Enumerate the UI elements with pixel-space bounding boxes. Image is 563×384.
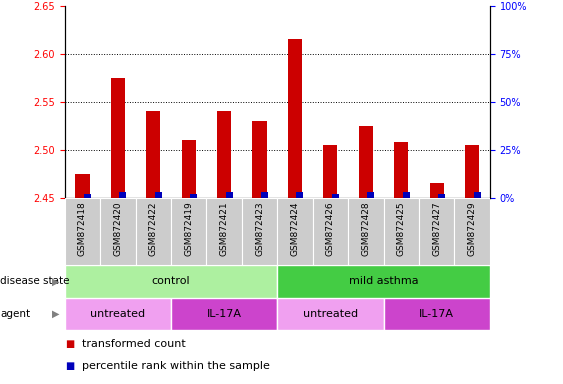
Bar [111, 78, 125, 198]
Bar [473, 192, 481, 198]
Text: GSM872421: GSM872421 [220, 201, 229, 256]
Text: GSM872425: GSM872425 [397, 201, 406, 256]
Bar [190, 194, 197, 198]
Bar [394, 142, 408, 198]
Bar [296, 192, 303, 198]
Text: GSM872423: GSM872423 [255, 201, 264, 256]
Text: percentile rank within the sample: percentile rank within the sample [82, 361, 270, 371]
Bar [171, 298, 278, 330]
Bar [430, 184, 444, 198]
Text: mild asthma: mild asthma [348, 276, 418, 286]
Bar [419, 198, 454, 265]
Text: GSM872422: GSM872422 [149, 201, 158, 256]
Bar [383, 298, 490, 330]
Bar [65, 298, 171, 330]
Text: GSM872427: GSM872427 [432, 201, 441, 256]
Bar [383, 198, 419, 265]
Bar [312, 198, 348, 265]
Bar [146, 111, 160, 198]
Bar [278, 298, 383, 330]
Bar [207, 198, 242, 265]
Bar [226, 192, 233, 198]
Bar [454, 198, 490, 265]
Text: GSM872428: GSM872428 [361, 201, 370, 256]
Bar [65, 198, 100, 265]
Bar [438, 194, 445, 198]
Text: untreated: untreated [90, 309, 145, 319]
Bar [332, 194, 339, 198]
Text: GSM872418: GSM872418 [78, 201, 87, 256]
Text: transformed count: transformed count [82, 339, 185, 349]
Bar [119, 192, 126, 198]
Bar [288, 39, 302, 198]
Bar [84, 194, 91, 198]
Bar [242, 198, 277, 265]
Text: GSM872424: GSM872424 [291, 201, 300, 256]
Text: IL-17A: IL-17A [419, 309, 454, 319]
Bar [171, 198, 207, 265]
Bar [252, 121, 267, 198]
Bar [65, 265, 278, 298]
Text: ■: ■ [65, 361, 74, 371]
Bar [136, 198, 171, 265]
Bar [323, 145, 337, 198]
Bar [100, 198, 136, 265]
Bar [261, 192, 268, 198]
Text: ▶: ▶ [52, 276, 59, 286]
Text: disease state: disease state [0, 276, 69, 286]
Text: ■: ■ [65, 339, 74, 349]
Text: GSM872429: GSM872429 [468, 201, 477, 256]
Text: IL-17A: IL-17A [207, 309, 242, 319]
Bar [278, 265, 490, 298]
Bar [75, 174, 90, 198]
Text: untreated: untreated [303, 309, 358, 319]
Bar [403, 192, 410, 198]
Bar [155, 192, 162, 198]
Bar [359, 126, 373, 198]
Bar [182, 140, 196, 198]
Text: GSM872419: GSM872419 [184, 201, 193, 256]
Text: GSM872420: GSM872420 [113, 201, 122, 256]
Bar [367, 192, 374, 198]
Text: ▶: ▶ [52, 309, 59, 319]
Bar [348, 198, 383, 265]
Text: control: control [151, 276, 190, 286]
Text: agent: agent [0, 309, 30, 319]
Bar [278, 198, 312, 265]
Bar [465, 145, 479, 198]
Bar [217, 111, 231, 198]
Text: GSM872426: GSM872426 [326, 201, 335, 256]
